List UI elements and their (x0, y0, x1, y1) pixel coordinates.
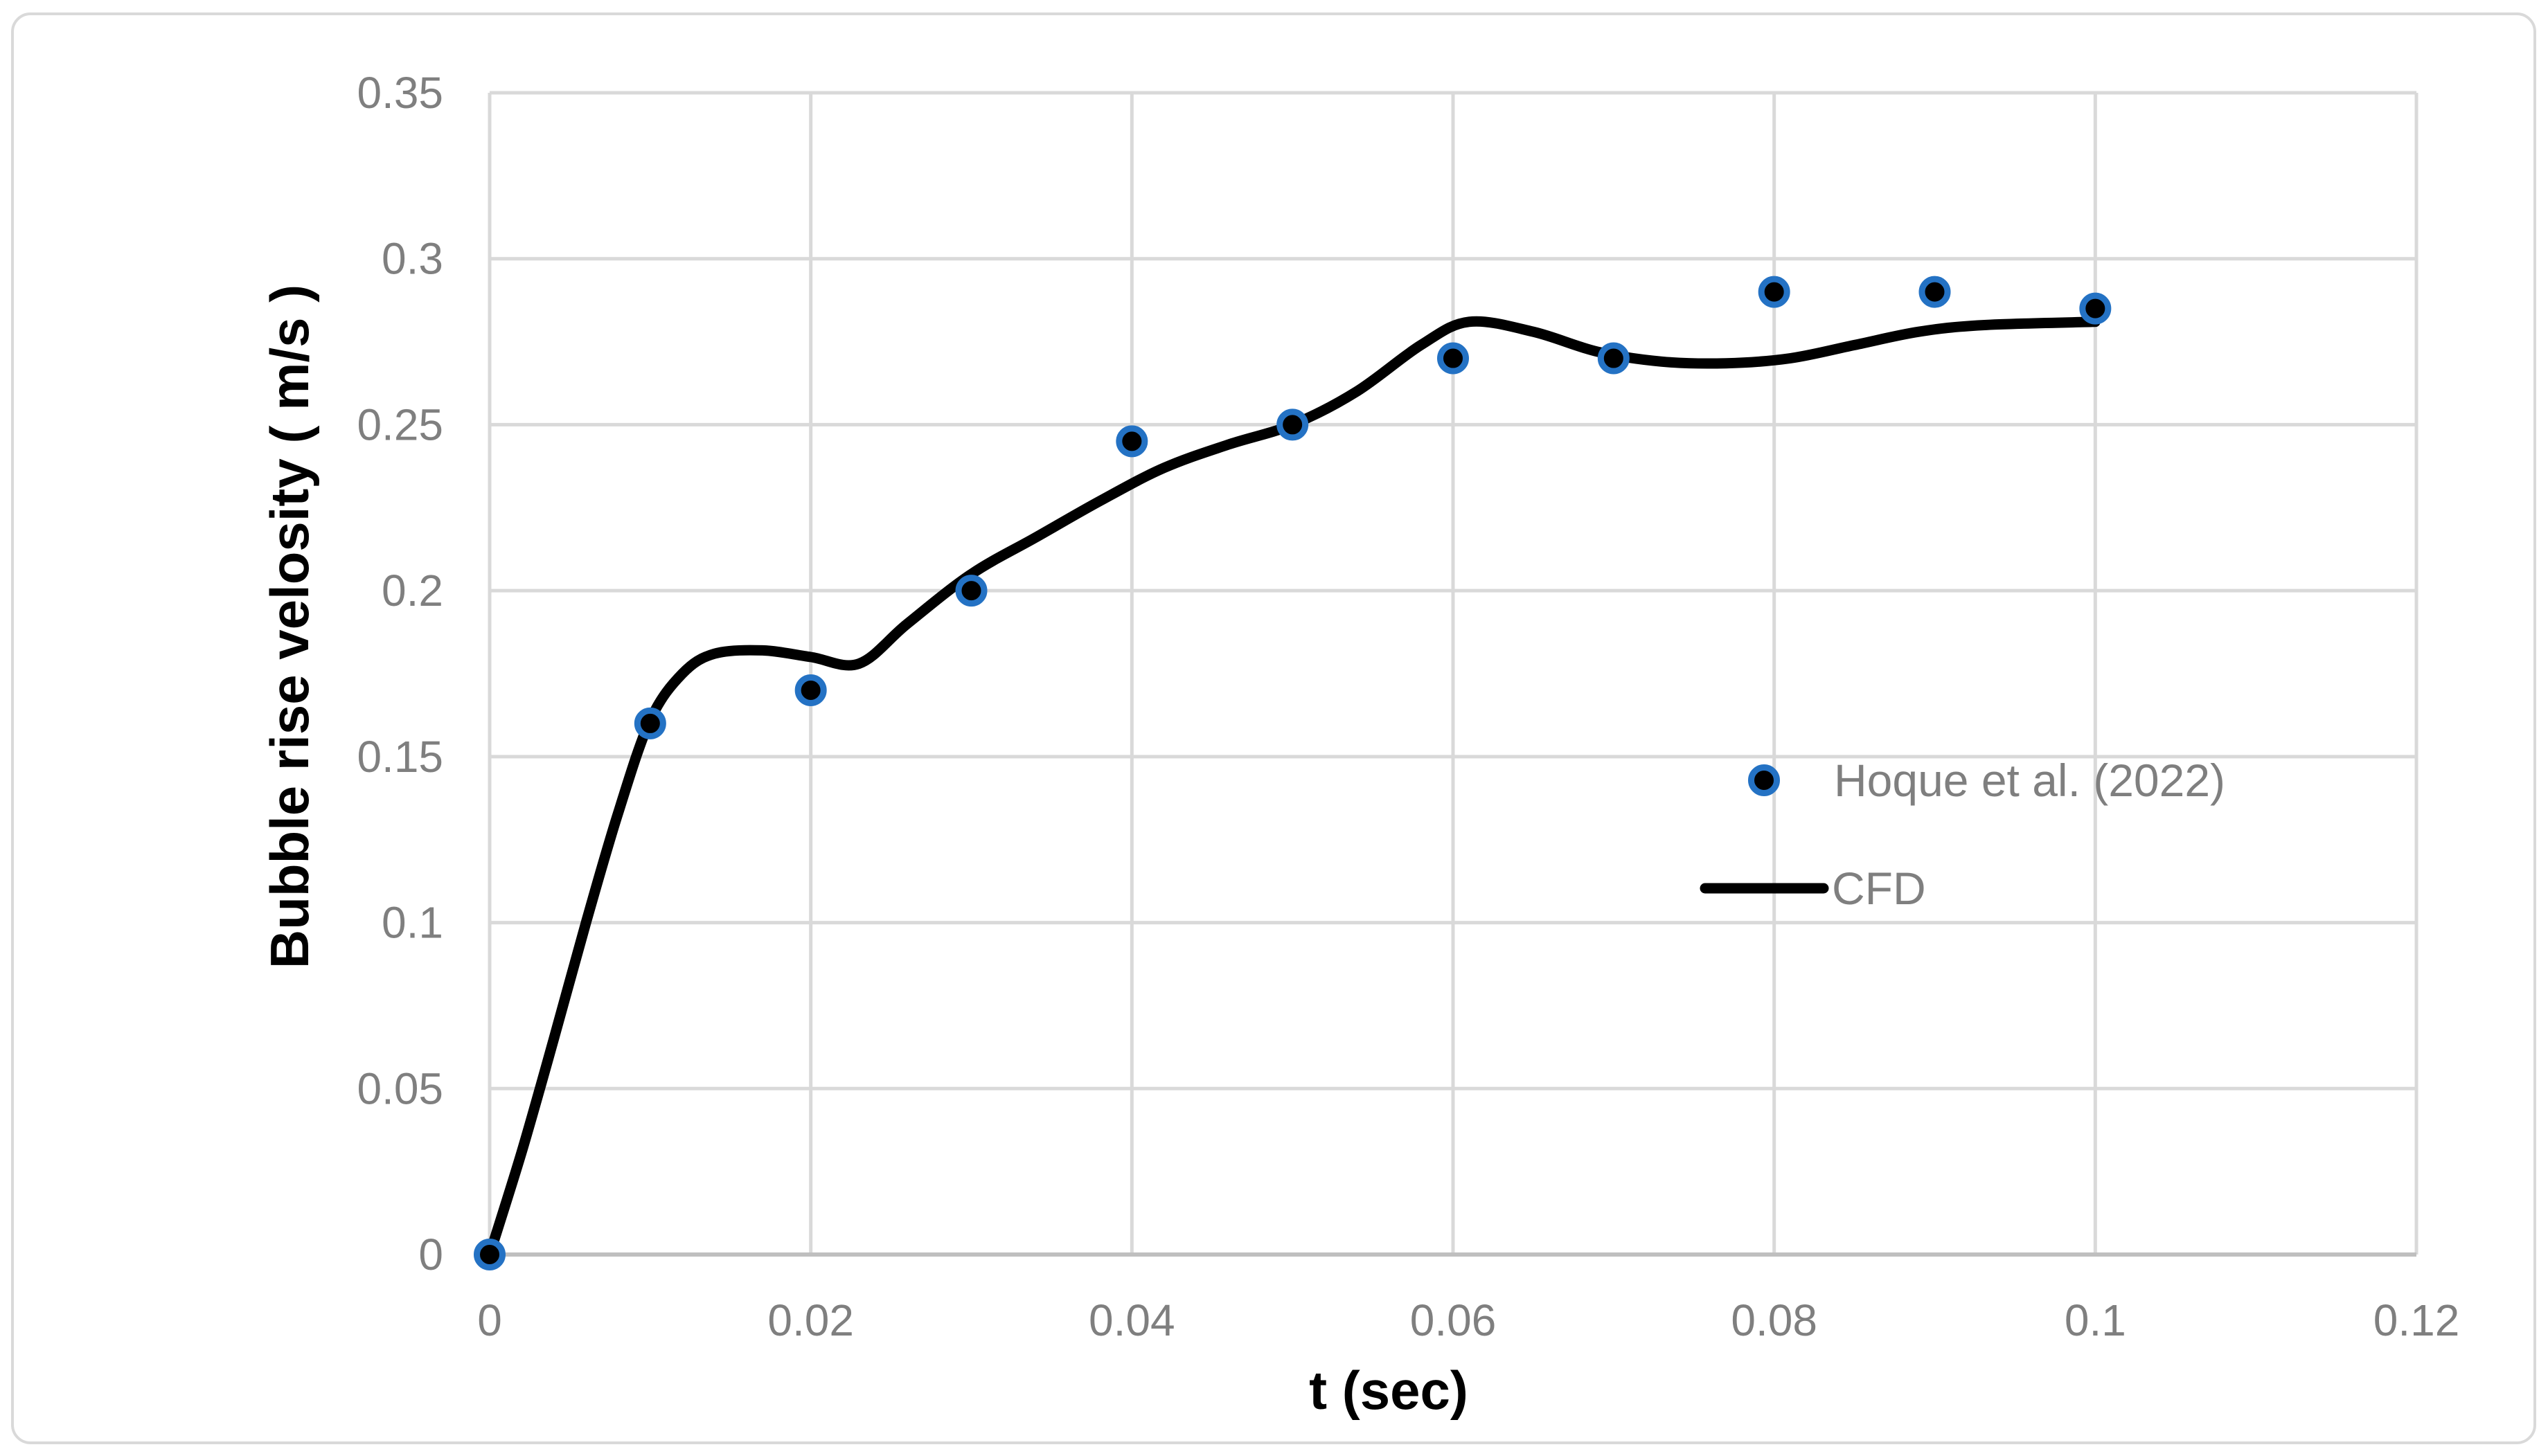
tick-label-layer: 0 0.05 0.1 0.15 0.2 0.25 0.3 0.35 0 0.02 0.04 0.06 0… (357, 68, 2459, 1345)
data-point-marker (1437, 342, 1469, 375)
y-axis-tick-label: 0.35 (357, 68, 443, 118)
data-point-marker (1918, 276, 1951, 308)
data-point-marker (1597, 342, 1630, 375)
legend-label-hoque: Hoque et al. (2022) (1834, 755, 2225, 806)
y-axis-tick-label: 0.2 (382, 566, 443, 615)
x-axis-tick-label: 0 (477, 1295, 502, 1345)
y-axis-tick-label: 0.25 (357, 399, 443, 449)
y-axis-tick-label: 0 (418, 1230, 443, 1279)
x-axis-tick-label: 0.02 (767, 1295, 854, 1345)
data-point-marker (1276, 408, 1309, 441)
data-point-marker (794, 674, 827, 706)
grid-layer (488, 91, 2418, 1257)
x-axis-tick-label: 0.1 (2065, 1295, 2126, 1345)
series-layer (474, 276, 2112, 1270)
data-point-marker (474, 1239, 506, 1270)
data-point-marker (634, 707, 666, 739)
data-point-marker (1758, 276, 1790, 308)
data-point-marker (2079, 292, 2112, 325)
y-axis-tick-label: 0.1 (382, 898, 443, 948)
x-axis-tick-label: 0.06 (1410, 1295, 1497, 1345)
data-point-marker (1116, 425, 1148, 458)
y-axis-tick-label: 0.05 (357, 1063, 443, 1113)
y-axis-tick-label: 0.15 (357, 732, 443, 782)
cfd-curve (484, 316, 2101, 1260)
legend: Hoque et al. (2022) CFD (1700, 755, 2225, 914)
legend-item-cfd: CFD (1700, 863, 1926, 914)
data-point-marker (955, 575, 988, 607)
chart-frame-border (11, 12, 2536, 1444)
y-axis-tick-label: 0.3 (382, 234, 443, 284)
x-axis-tick-label: 0.08 (1731, 1295, 1817, 1345)
legend-label-cfd: CFD (1832, 863, 1926, 914)
legend-scatter-marker-icon (1748, 764, 1780, 796)
legend-item-hoque: Hoque et al. (2022) (1748, 755, 2225, 806)
x-axis-tick-label: 0.04 (1089, 1295, 1175, 1345)
x-axis-title: t (sec) (1309, 1360, 1468, 1421)
x-axis-tick-label: 0.12 (2373, 1295, 2460, 1345)
y-axis-title: Bubble rise velosity ( m/s ) (259, 285, 320, 969)
